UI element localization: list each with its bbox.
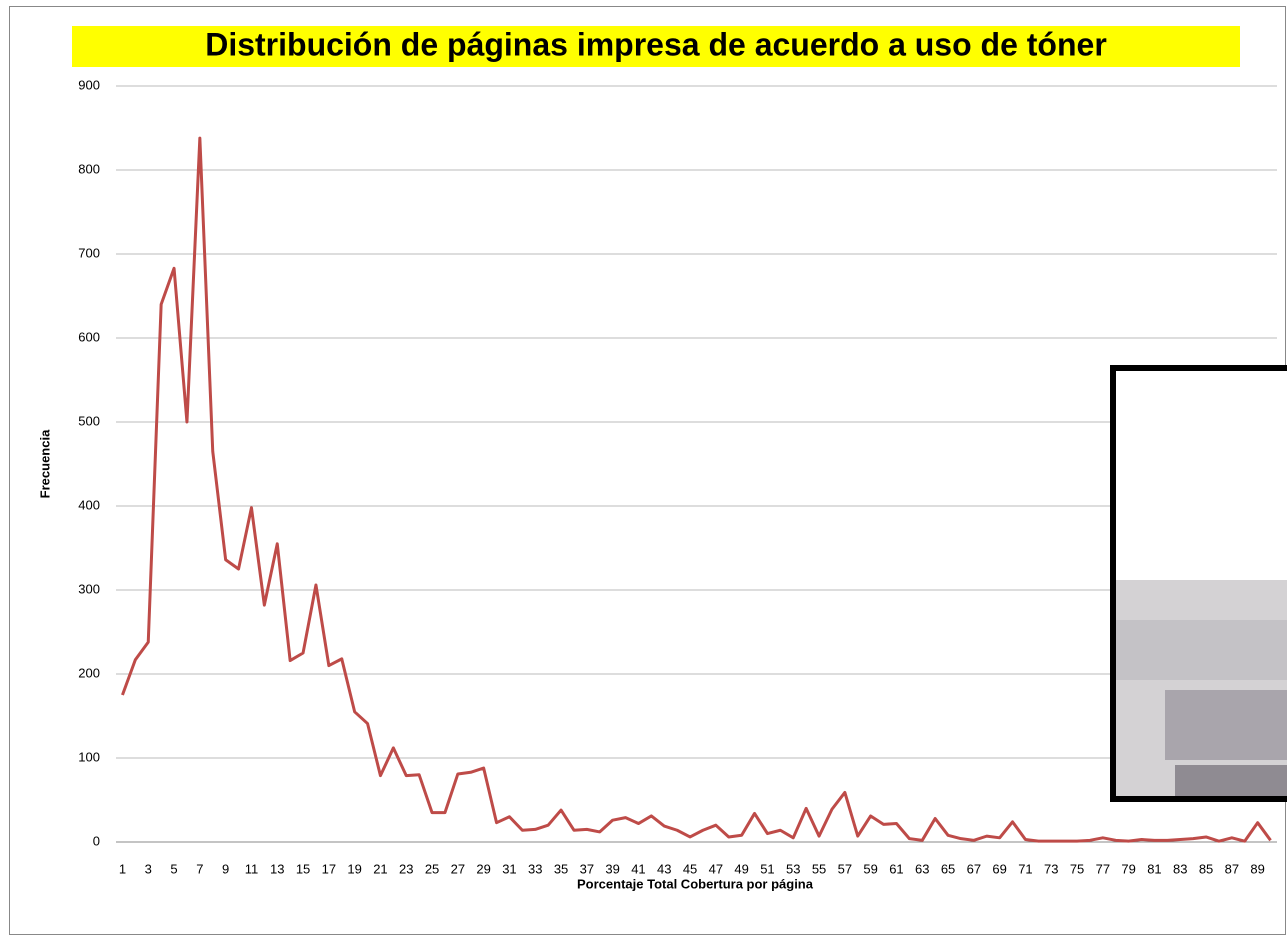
x-tick-label: 55 (812, 861, 826, 876)
x-tick-label: 29 (476, 861, 490, 876)
x-tick-label: 33 (528, 861, 542, 876)
y-tick-label: 500 (78, 413, 100, 428)
chart: Distribución de páginas impresa de acuer… (0, 0, 1287, 940)
x-tick-label: 79 (1121, 861, 1135, 876)
x-tick-label: 35 (554, 861, 568, 876)
x-tick-label: 21 (373, 861, 387, 876)
y-tick-label: 400 (78, 497, 100, 512)
x-tick-label: 47 (709, 861, 723, 876)
x-tick-label: 51 (760, 861, 774, 876)
x-tick-label: 3 (145, 861, 152, 876)
x-tick-label: 85 (1199, 861, 1213, 876)
x-tick-label: 45 (683, 861, 697, 876)
x-tick-label: 87 (1225, 861, 1239, 876)
x-tick-label: 19 (347, 861, 361, 876)
y-tick-label: 600 (78, 329, 100, 344)
x-tick-label: 81 (1147, 861, 1161, 876)
x-tick-label: 65 (941, 861, 955, 876)
x-tick-label: 1 (119, 861, 126, 876)
photo-printer (1116, 580, 1287, 796)
y-axis-label: Frecuencia (37, 429, 52, 498)
y-tick-label: 800 (78, 161, 100, 176)
chart-title: Distribución de páginas impresa de acuer… (205, 26, 1107, 62)
y-tick-label: 300 (78, 581, 100, 596)
x-tick-label: 13 (270, 861, 284, 876)
x-tick-label: 39 (605, 861, 619, 876)
x-tick-label: 83 (1173, 861, 1187, 876)
x-tick-label: 73 (1044, 861, 1058, 876)
inset-photo (1113, 368, 1287, 799)
x-tick-label: 25 (425, 861, 439, 876)
x-tick-label: 41 (631, 861, 645, 876)
x-axis-label: Porcentaje Total Cobertura por página (577, 876, 814, 891)
x-tick-label: 57 (838, 861, 852, 876)
x-tick-label: 89 (1250, 861, 1264, 876)
x-tick-label: 43 (657, 861, 671, 876)
x-tick-label: 17 (322, 861, 336, 876)
photo-vent (1165, 690, 1287, 760)
y-tick-label: 0 (93, 833, 100, 848)
y-tick-label: 700 (78, 245, 100, 260)
x-tick-label: 59 (863, 861, 877, 876)
x-tick-label: 67 (967, 861, 981, 876)
x-tick-label: 69 (992, 861, 1006, 876)
x-tick-label: 37 (580, 861, 594, 876)
x-tick-label: 11 (245, 861, 259, 876)
y-tick-label: 900 (78, 77, 100, 92)
x-tick-label: 63 (915, 861, 929, 876)
x-tick-label: 7 (196, 861, 203, 876)
photo-shadow (1175, 765, 1287, 796)
x-tick-label: 15 (296, 861, 310, 876)
photo-grille (1116, 620, 1287, 680)
x-tick-label: 23 (399, 861, 413, 876)
x-tick-label: 77 (1096, 861, 1110, 876)
y-tick-label: 200 (78, 665, 100, 680)
x-tick-label: 5 (170, 861, 177, 876)
y-tick-label: 100 (78, 749, 100, 764)
x-tick-label: 71 (1018, 861, 1032, 876)
x-tick-label: 27 (451, 861, 465, 876)
x-tick-label: 75 (1070, 861, 1084, 876)
x-tick-label: 31 (502, 861, 516, 876)
x-tick-label: 61 (889, 861, 903, 876)
x-tick-label: 53 (786, 861, 800, 876)
x-tick-label: 9 (222, 861, 229, 876)
x-tick-label: 49 (734, 861, 748, 876)
